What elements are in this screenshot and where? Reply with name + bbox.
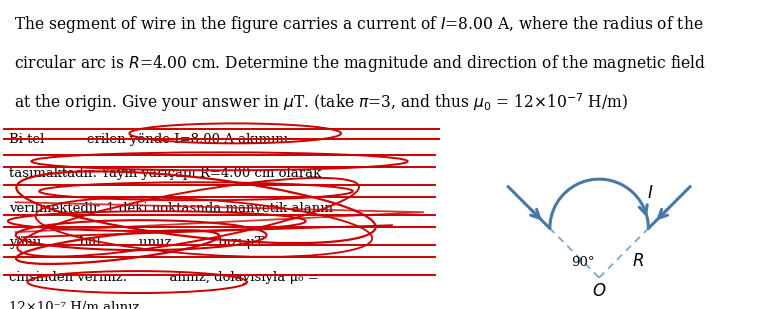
Text: cinsinden veriniz.          alınız, dolayısıyla μ₀ =: cinsinden veriniz. alınız, dolayısıyla μ… xyxy=(9,271,319,284)
Text: Bi tel          erilen yönde I=8.00 A akımını: Bi tel erilen yönde I=8.00 A akımını xyxy=(9,133,288,146)
Text: circular arc is $\it{R}$=4.00 cm. Determine the magnitude and direction of the m: circular arc is $\it{R}$=4.00 cm. Determ… xyxy=(14,53,706,74)
Text: at the origin. Give your answer in $\mu$T. (take $\pi$=3, and thus $\mu_0$ = 12$: at the origin. Give your answer in $\mu$… xyxy=(14,91,628,114)
Text: 12×10⁻⁷ H/m alınız: 12×10⁻⁷ H/m alınız xyxy=(9,301,140,309)
Text: verilmektedir. 1 deki noktasnda manyetik alanın: verilmektedir. 1 deki noktasnda manyetik… xyxy=(9,202,333,215)
Text: 90°: 90° xyxy=(572,256,595,269)
Text: yönü         bul         unuz           bızı μT: yönü bul unuz bızı μT xyxy=(9,236,263,249)
Text: taşımaktadır. Yayın yarıçapı R=4.00 cm olarak: taşımaktadır. Yayın yarıçapı R=4.00 cm o… xyxy=(9,167,321,180)
Text: $\it{I}$: $\it{I}$ xyxy=(648,185,654,202)
Text: $\it{R}$: $\it{R}$ xyxy=(632,253,644,270)
Text: $\it{O}$: $\it{O}$ xyxy=(592,283,606,300)
Text: The segment of wire in the figure carries a current of $\it{I}$=8.00 A, where th: The segment of wire in the figure carrie… xyxy=(14,14,703,35)
